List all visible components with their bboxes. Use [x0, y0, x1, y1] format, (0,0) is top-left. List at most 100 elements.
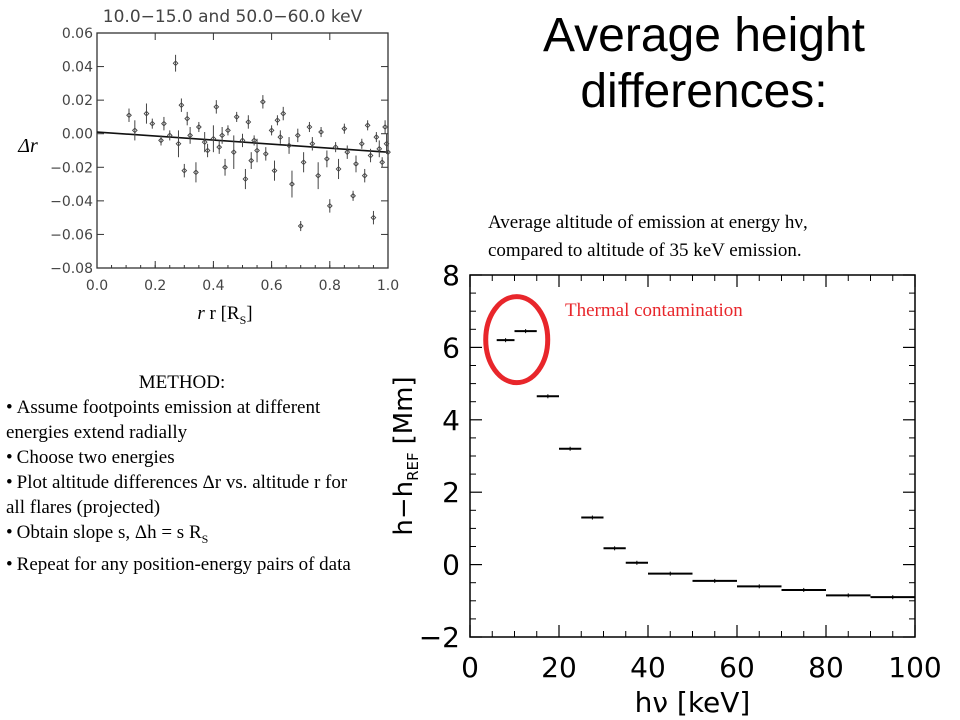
data-point — [289, 181, 295, 187]
data-point — [181, 167, 188, 174]
data-point — [383, 140, 390, 147]
data-point — [242, 176, 249, 182]
x-tick-label: 0.4 — [202, 278, 224, 294]
y-axis-label-unit: [Mm] — [389, 376, 419, 444]
data-point — [131, 127, 138, 134]
data-point — [309, 140, 316, 147]
data-point — [158, 137, 164, 144]
data-point — [294, 132, 301, 139]
y-tick-label: 0.02 — [62, 93, 93, 109]
y-tick-label: −0.04 — [50, 194, 93, 210]
annotation-label: Thermal contamination — [565, 300, 743, 321]
data-point — [385, 149, 391, 156]
x-tick-label: 1.0 — [377, 278, 399, 294]
method-item-text: Choose two energies — [16, 447, 175, 468]
y-tick-label: 4 — [442, 404, 460, 437]
method-item: • Assume footpoints emission at different… — [6, 397, 321, 443]
data-point — [245, 119, 252, 125]
data-point — [210, 135, 217, 142]
data-point — [318, 129, 324, 135]
r-axis-label-text: r [R — [209, 303, 240, 324]
data-point — [341, 125, 348, 132]
thermal-contamination-circle — [483, 294, 551, 386]
method-item: • Repeat for any position-energy pairs of… — [6, 553, 351, 575]
data-point — [254, 147, 260, 154]
y-tick-label: 6 — [442, 331, 460, 364]
x-tick-label: 0.0 — [86, 278, 108, 294]
data-point — [364, 122, 371, 129]
data-point — [332, 144, 339, 151]
data-point — [184, 115, 191, 122]
method-item-text: Obtain slope s, Δh = s R — [16, 522, 202, 543]
y-axis-label-sub: REF — [404, 452, 422, 481]
y-tick-label: −0.02 — [50, 160, 93, 176]
x-tick-label: 0.2 — [144, 278, 166, 294]
data-point — [178, 102, 185, 109]
data-point — [306, 124, 313, 130]
data-point — [204, 147, 211, 154]
data-point — [268, 127, 275, 134]
data-point — [361, 172, 368, 179]
y-tick-label: 0.04 — [62, 60, 93, 76]
data-point — [358, 140, 365, 147]
data-point — [350, 192, 356, 199]
method-item: • Obtain slope s, Δh = s RS — [6, 522, 209, 546]
y-axis-label-main: h−h — [389, 481, 419, 536]
plot-frame — [469, 274, 916, 638]
method-item-sub: S — [201, 531, 209, 546]
data-point — [239, 137, 246, 144]
y-tick-label: 0.06 — [62, 26, 93, 42]
chart-title: 10.0−15.0 and 50.0−60.0 keV — [103, 7, 363, 27]
data-point — [225, 127, 231, 134]
y-axis-label: h−hREF [Mm] — [389, 376, 422, 535]
r-axis-label: r r [RS] — [197, 303, 253, 327]
x-tick-label: 80 — [808, 651, 844, 684]
x-tick-label: 60 — [719, 651, 755, 684]
data-point — [195, 124, 202, 130]
data-point — [193, 169, 199, 176]
data-point — [373, 134, 380, 140]
y-tick-label: 8 — [442, 259, 460, 292]
slide-title: Average height differences: — [542, 9, 866, 118]
scatter-chart-left: 10.0−15.0 and 50.0−60.0 keV 0.0 0.2 0.4 0.6 0… — [50, 7, 399, 294]
data-point — [323, 155, 330, 162]
data-point — [353, 161, 359, 167]
x-tick-label: 20 — [541, 651, 577, 684]
data-point — [335, 166, 342, 172]
data-point — [161, 120, 167, 127]
y-tick-label: 0.00 — [62, 127, 93, 143]
data-point — [149, 120, 156, 127]
data-point — [376, 145, 383, 152]
r-axis-label-close: ] — [246, 303, 253, 324]
delta-r-axis-label: Δr — [18, 135, 38, 157]
data-point — [300, 159, 307, 166]
method-item-text: Plot altitude differences Δr vs. altitud… — [6, 472, 348, 518]
x-tick-label: 0.8 — [319, 278, 341, 294]
data-point — [280, 110, 287, 117]
data-point — [382, 124, 388, 130]
method-item-text: Assume footpoints emission at different … — [6, 397, 321, 443]
data-point — [262, 150, 269, 157]
data-point — [271, 167, 278, 174]
chart-caption: Average altitude of emission at energy h… — [488, 209, 948, 265]
y-tick-label: −0.06 — [50, 227, 93, 243]
data-point — [172, 60, 179, 67]
caption-line-2: compared to altitude of 35 keV emission. — [488, 240, 802, 261]
data-point — [367, 152, 374, 159]
method-item: • Choose two energies — [6, 447, 175, 468]
data-point — [326, 202, 333, 209]
data-point — [277, 134, 284, 140]
data-point — [213, 103, 220, 110]
data-point — [230, 149, 237, 156]
x-tick-label: 40 — [630, 651, 666, 684]
r-axis-label-sub: S — [239, 312, 247, 327]
data-point — [222, 164, 228, 171]
data-point — [297, 223, 304, 229]
y-tick-label: 0 — [442, 549, 460, 582]
data-point — [259, 98, 266, 105]
data-point — [233, 114, 240, 120]
data-point — [344, 149, 351, 156]
x-axis-label: hν [keV] — [635, 686, 751, 719]
